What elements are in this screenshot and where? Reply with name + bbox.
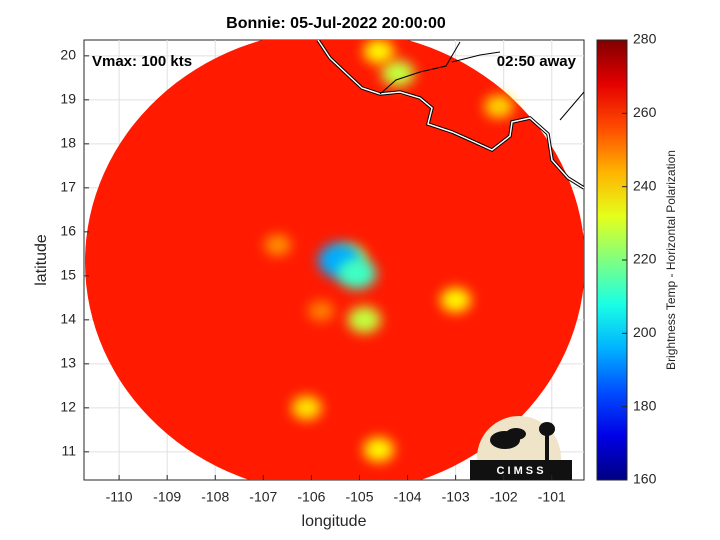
temp-cell bbox=[337, 258, 377, 290]
x-tick-label: -110 bbox=[106, 489, 133, 505]
logo-text: C I M S S bbox=[496, 465, 543, 477]
y-tick-label: 11 bbox=[61, 443, 76, 459]
temp-cell bbox=[484, 94, 514, 119]
y-tick-label: 19 bbox=[60, 91, 76, 107]
y-tick-label: 14 bbox=[60, 311, 76, 327]
y-tick-label: 17 bbox=[60, 179, 76, 195]
x-tick-label: -104 bbox=[394, 489, 422, 505]
temp-cell bbox=[440, 287, 471, 313]
colorbar-tick-label: 160 bbox=[633, 471, 657, 487]
y-axis-label: latitude bbox=[33, 234, 50, 286]
x-axis-label: longitude bbox=[302, 513, 367, 530]
temp-cell bbox=[291, 395, 322, 420]
temp-cell bbox=[264, 234, 292, 256]
y-tick-label: 16 bbox=[60, 223, 76, 239]
x-tick-label: -103 bbox=[442, 489, 470, 505]
temp-cell bbox=[308, 300, 335, 322]
y-tick-label: 13 bbox=[60, 355, 76, 371]
x-tick-label: -105 bbox=[345, 489, 373, 505]
annotation: 02:50 away bbox=[497, 53, 577, 70]
x-tick-label: -108 bbox=[201, 489, 229, 505]
temp-cell bbox=[363, 437, 395, 462]
colorbar-tick-label: 260 bbox=[633, 104, 657, 120]
swath bbox=[85, 40, 584, 480]
x-tick-label: -109 bbox=[153, 489, 181, 505]
colorbar-label: Brightness Temp - Horizontal Polarizatio… bbox=[664, 150, 678, 370]
y-tick-label: 12 bbox=[60, 399, 76, 415]
y-tick-label: 20 bbox=[60, 47, 76, 63]
colorbar-tick-label: 280 bbox=[633, 31, 657, 47]
y-tick-label: 18 bbox=[60, 135, 76, 151]
annotation: Vmax: 100 kts bbox=[92, 53, 192, 70]
temp-cell bbox=[381, 60, 415, 87]
colorbar-tick-label: 240 bbox=[633, 177, 657, 193]
coastline bbox=[316, 40, 584, 190]
colorbar-tick-label: 220 bbox=[633, 251, 657, 267]
colorbar-tick-label: 180 bbox=[633, 397, 657, 413]
chart-title: Bonnie: 05-Jul-2022 20:00:00 bbox=[226, 15, 446, 32]
cimss-logo: C I M S S bbox=[470, 416, 572, 480]
y-tick-label: 15 bbox=[60, 267, 76, 283]
x-tick-label: -106 bbox=[297, 489, 325, 505]
x-tick-label: -101 bbox=[538, 489, 566, 505]
colorbar-tick-label: 200 bbox=[633, 324, 657, 340]
temp-cell bbox=[347, 306, 381, 334]
temp-cell bbox=[363, 40, 395, 64]
x-tick-label: -102 bbox=[490, 489, 518, 505]
x-tick-label: -107 bbox=[249, 489, 277, 505]
